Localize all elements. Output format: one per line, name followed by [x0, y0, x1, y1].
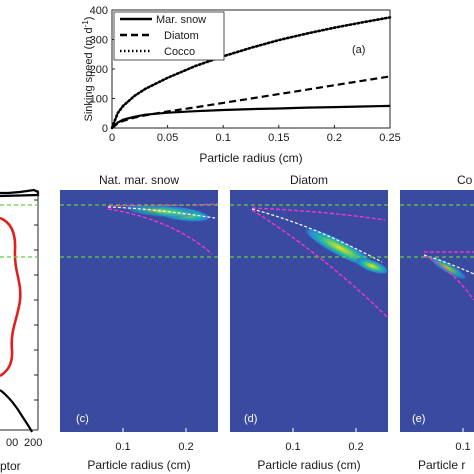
- panel-c: Nat. mar. snow (c) 0.1 0.2 Particle radi…: [60, 173, 219, 472]
- panel-e-label: (e): [412, 413, 425, 425]
- panel-d: Diatom (d) 0.1 0.2 Particle radius (cm): [230, 173, 390, 472]
- panel-a-ylabel-group: Sinking speed (m d-1): [81, 17, 95, 122]
- panel-b-black-profile: [0, 389, 33, 433]
- panel-e-heatmap-bg: [400, 190, 474, 432]
- panel-d-envelope-lower: [251, 209, 389, 319]
- panel-b: 00 200 ptor: [0, 188, 42, 473]
- panel-d-heatmap-bg: [230, 190, 388, 432]
- x-tick-label: 0: [109, 132, 115, 144]
- panel-a-ylabel-main: Sinking speed (m d: [83, 27, 95, 121]
- panel-a-ylabel-close: ): [83, 17, 95, 21]
- legend-label-diatom: Diatom: [164, 30, 199, 42]
- x-tick-label: 0.15: [268, 132, 289, 144]
- series-line-cocco: [110, 16, 392, 130]
- y-tick-label: 0: [102, 123, 108, 135]
- x-tick-label: 0.1: [216, 132, 231, 144]
- panel-a-xlabel: Particle radius (cm): [199, 151, 302, 165]
- legend-label-mar-snow: Mar. snow: [156, 14, 206, 26]
- y-tick-label: 100: [90, 94, 108, 106]
- panel-c-xtick-label-0: 0.1: [115, 441, 130, 453]
- panel-a-ylabel: Sinking speed (m d-1): [81, 17, 95, 122]
- panel-b-top-profile: [0, 188, 40, 198]
- y-tick-label: 300: [90, 35, 108, 47]
- panel-e-xlabel: Particle r: [418, 458, 465, 472]
- x-tick-label: 0.2: [327, 132, 342, 144]
- panel-a-ticks: 0 0.05 0.1 0.15 0.2 0.25 0 100 200 300 400: [90, 5, 401, 144]
- panel-a-series: [110, 16, 392, 130]
- panel-b-xtick-1: 200: [24, 437, 42, 449]
- panel-d-density-core: [354, 257, 390, 275]
- panel-d-label: (d): [244, 413, 257, 425]
- panel-d-xlabel: Particle radius (cm): [257, 458, 360, 472]
- panel-b-xlabel: ptor: [0, 459, 21, 473]
- panel-c-xlabel: Particle radius (cm): [87, 458, 190, 472]
- panel-c-median: [107, 206, 216, 219]
- legend-label-cocco: Cocco: [164, 46, 195, 58]
- legend: Mar. snow Diatom Cocco: [113, 11, 225, 61]
- series-line-mar-snow: [111, 104, 391, 129]
- panel-c-title: Nat. mar. snow: [99, 173, 179, 187]
- panel-e-median: [423, 254, 474, 275]
- panel-a-ylabel-sup: -1: [81, 20, 90, 28]
- y-tick-label: 400: [90, 5, 108, 17]
- panel-d-median: [251, 208, 383, 263]
- x-tick-label: 0.25: [379, 132, 400, 144]
- y-tick-label: 200: [90, 64, 108, 76]
- panel-c-heatmap-bg: [60, 190, 218, 432]
- panel-d-title: Diatom: [290, 173, 328, 187]
- panel-b-red-profile: [0, 216, 22, 378]
- panel-c-xtick-label-1: 0.2: [178, 441, 193, 453]
- panel-d-envelope-upper: [251, 207, 386, 221]
- x-tick-label: 0.05: [157, 132, 178, 144]
- series-line-diatom: [111, 75, 391, 129]
- panel-b-xtick-0: 00: [6, 437, 18, 449]
- panel-e-title: Co: [457, 173, 473, 187]
- panel-a: 0 0.05 0.1 0.15 0.2 0.25 0 100 200 300 400 Mar. sn…: [81, 5, 401, 165]
- panel-d-xtick-label-0: 0.1: [285, 441, 300, 453]
- panel-c-label: (c): [76, 413, 89, 425]
- panel-a-label: (a): [352, 44, 365, 56]
- panel-d-xtick-label-1: 0.2: [348, 441, 363, 453]
- panel-e: Co (e) 0.1 Particle r: [400, 173, 474, 472]
- panel-e-xtick-label-0: 0.1: [455, 441, 470, 453]
- panel-e-density: [428, 256, 468, 280]
